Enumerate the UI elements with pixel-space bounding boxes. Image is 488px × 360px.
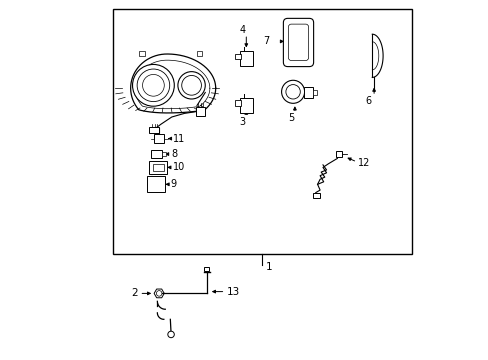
Circle shape: [142, 75, 164, 96]
Text: 3: 3: [239, 117, 245, 127]
Bar: [303, 87, 312, 98]
Bar: [312, 193, 320, 198]
Circle shape: [281, 80, 304, 103]
FancyBboxPatch shape: [283, 18, 313, 67]
Text: 13: 13: [226, 287, 239, 297]
Bar: [152, 164, 163, 171]
Bar: [150, 150, 162, 158]
Bar: [196, 51, 202, 56]
Bar: [239, 98, 252, 113]
FancyBboxPatch shape: [288, 24, 308, 60]
Bar: [234, 54, 240, 59]
Bar: [149, 161, 167, 174]
Text: 10: 10: [172, 162, 184, 172]
Text: 7: 7: [263, 36, 269, 46]
Bar: [162, 152, 166, 156]
Bar: [196, 107, 205, 116]
Bar: [204, 267, 209, 271]
Circle shape: [178, 72, 205, 99]
Bar: [234, 100, 240, 106]
Bar: [154, 134, 164, 143]
Circle shape: [132, 64, 174, 106]
Text: 12: 12: [358, 158, 370, 168]
Circle shape: [285, 85, 300, 99]
Text: 2: 2: [131, 288, 137, 298]
Bar: [113, 9, 411, 254]
Text: 11: 11: [172, 134, 185, 144]
Bar: [239, 51, 252, 66]
Bar: [312, 90, 316, 95]
Text: 8: 8: [171, 149, 177, 159]
Text: 6: 6: [365, 96, 371, 106]
Bar: [335, 151, 342, 157]
Text: 4: 4: [239, 25, 245, 35]
Text: 1: 1: [265, 262, 272, 272]
Circle shape: [167, 331, 174, 338]
Circle shape: [182, 76, 201, 95]
Bar: [148, 127, 159, 133]
Circle shape: [156, 291, 162, 296]
Circle shape: [137, 69, 169, 102]
Text: 5: 5: [287, 113, 294, 123]
Bar: [147, 176, 165, 192]
Text: 9: 9: [170, 179, 177, 189]
Bar: [139, 51, 144, 56]
